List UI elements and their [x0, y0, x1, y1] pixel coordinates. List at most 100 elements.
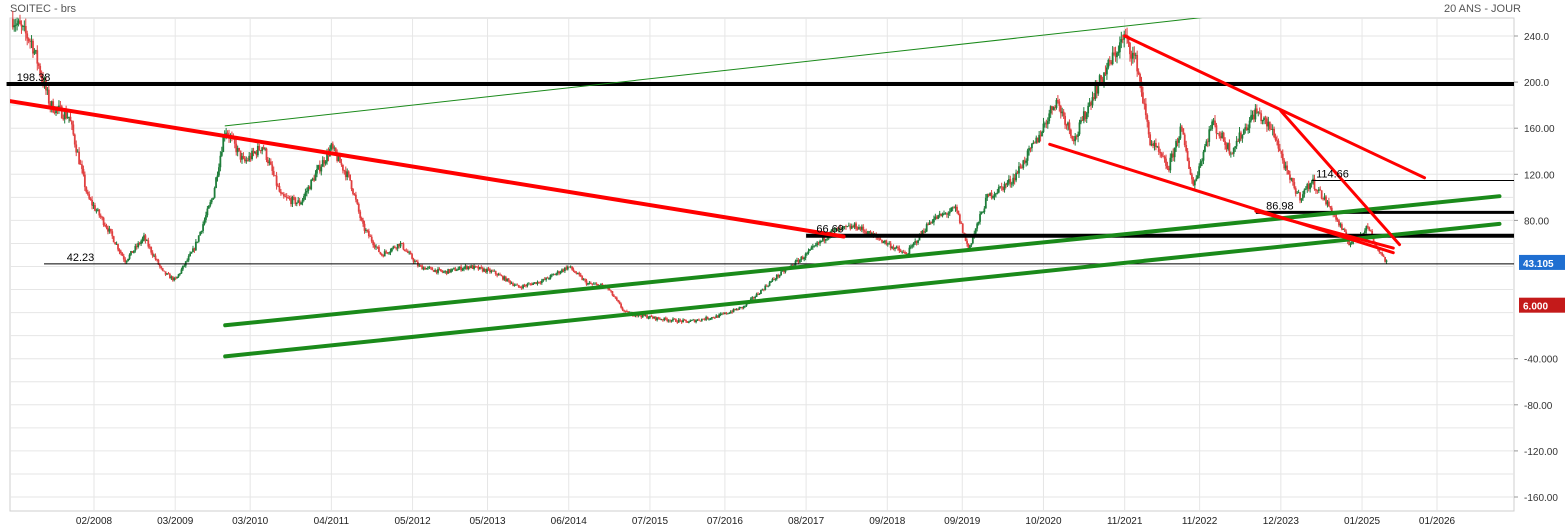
- candle-body: [307, 186, 310, 192]
- candle-body: [674, 319, 677, 322]
- candle-body: [265, 148, 268, 160]
- candle-body: [1165, 158, 1167, 166]
- candle-body: [298, 200, 301, 205]
- candle-body: [160, 266, 163, 269]
- candle-body: [1247, 128, 1250, 131]
- candle-body: [23, 26, 26, 27]
- candle-body: [989, 192, 992, 196]
- candle-body: [219, 155, 222, 168]
- candle-body: [1271, 128, 1274, 130]
- candle-body: [1056, 100, 1059, 102]
- candle-body: [970, 243, 973, 246]
- candle-body: [533, 282, 536, 284]
- candle-body: [1072, 139, 1075, 142]
- candle-body: [478, 267, 481, 270]
- candle-body: [282, 194, 285, 197]
- candle-body: [758, 293, 761, 295]
- candle-body: [881, 239, 883, 243]
- candle-body: [1264, 117, 1267, 119]
- candle-body: [1218, 133, 1221, 137]
- candle-body: [1290, 178, 1293, 180]
- candle-body: [107, 227, 109, 232]
- candle-body: [798, 259, 801, 263]
- candle-body: [868, 231, 870, 234]
- candle-body: [745, 303, 748, 306]
- candle-body: [27, 38, 30, 41]
- candle-body: [1255, 108, 1258, 113]
- candle-body: [65, 111, 68, 119]
- x-tick-label: 01/2025: [1344, 516, 1381, 527]
- candle-body: [405, 250, 408, 252]
- candle-body: [1172, 153, 1175, 158]
- candle-body: [744, 305, 746, 307]
- candle-body: [617, 300, 620, 302]
- candle-body: [696, 319, 699, 321]
- candle-body: [708, 318, 710, 320]
- candle-body: [207, 205, 210, 209]
- candle-body: [254, 151, 256, 153]
- candle-body: [170, 276, 173, 279]
- candle-body: [363, 223, 366, 231]
- candle-body: [249, 155, 252, 160]
- candle-body: [1225, 144, 1228, 150]
- candle-body: [1188, 160, 1190, 169]
- candle-body: [62, 118, 65, 120]
- candle-body: [411, 254, 413, 259]
- candle-body: [401, 242, 403, 244]
- candle-body: [1209, 128, 1212, 130]
- candle-body: [1051, 106, 1054, 110]
- candle-body: [242, 156, 245, 159]
- x-tick-label: 07/2015: [632, 516, 669, 527]
- candle-body: [1340, 224, 1343, 230]
- candle-body: [1090, 102, 1092, 106]
- candle-body: [1118, 42, 1121, 53]
- candle-body: [1329, 206, 1332, 208]
- candle-body: [729, 311, 732, 314]
- candle-body: [438, 268, 441, 270]
- candle-body: [718, 314, 721, 318]
- candle-body: [855, 223, 857, 229]
- candle-body: [722, 313, 725, 315]
- candle-body: [1229, 153, 1232, 155]
- candle-body: [1313, 178, 1316, 190]
- candle-body: [1081, 120, 1084, 122]
- candle-body: [72, 124, 75, 135]
- candle-body: [1192, 179, 1195, 186]
- candle-body: [1250, 115, 1252, 121]
- candle-body: [1368, 227, 1371, 231]
- candle-body: [574, 271, 576, 273]
- candle-body: [520, 287, 523, 289]
- candle-body: [210, 199, 213, 203]
- candle-body: [1237, 140, 1239, 142]
- candle-body: [487, 268, 490, 270]
- candle-body: [614, 296, 617, 298]
- candle-body: [1193, 180, 1196, 186]
- candle-body: [726, 313, 729, 315]
- candle-body: [549, 275, 552, 279]
- candle-body: [539, 282, 542, 284]
- candle-body: [581, 276, 584, 280]
- candle-body: [1082, 111, 1085, 121]
- candle-body: [14, 25, 17, 26]
- candle-body: [699, 320, 702, 322]
- candle-body: [301, 199, 304, 203]
- candle-body: [1002, 186, 1005, 190]
- candle-body: [1087, 105, 1090, 114]
- candle-body: [1146, 115, 1149, 122]
- candle-body: [288, 197, 291, 199]
- candle-body: [663, 317, 666, 321]
- candle-body: [285, 196, 288, 198]
- axis-layer: 240.0 200.0 160.00 120.00 80.00 -40.000 -80.00…: [76, 32, 1558, 527]
- candle-body: [852, 226, 855, 228]
- candle-body: [1219, 136, 1222, 139]
- candle-body: [1124, 34, 1127, 36]
- candle-body: [1228, 143, 1231, 154]
- candle-body: [695, 320, 697, 323]
- candle-body: [42, 78, 44, 85]
- candle-body: [778, 274, 781, 277]
- candle-body: [1078, 122, 1081, 135]
- candle-body: [311, 178, 314, 180]
- candle-body: [540, 280, 543, 283]
- candle-body: [572, 269, 575, 272]
